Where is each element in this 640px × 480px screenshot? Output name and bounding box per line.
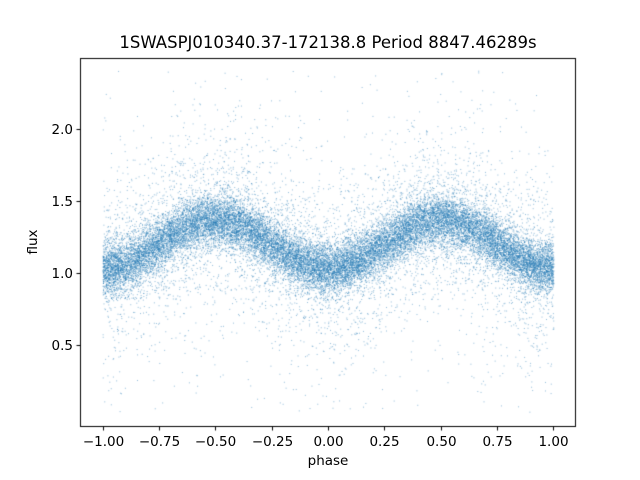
x-tick-label: −0.25 [251,434,294,450]
x-tick-label: 0.75 [482,434,513,450]
x-tick-label: −0.75 [138,434,181,450]
y-tick-label: 1.5 [51,193,73,210]
x-tick-label: −0.50 [194,434,237,450]
y-axis-label: flux [25,229,41,255]
y-tick-label: 2.0 [51,121,73,138]
y-tick-label: 1.0 [51,265,73,282]
x-tick-label: 1.00 [538,434,569,450]
x-tick-label: 0.00 [313,434,344,450]
x-tick-label: 0.50 [426,434,457,450]
y-tick-label: 0.5 [51,337,73,354]
x-tick-label: 0.25 [369,434,400,450]
x-axis-label: phase [307,453,349,469]
chart-title: 1SWASPJ010340.37-172138.8 Period 8847.46… [119,33,537,52]
x-tick-label: −1.00 [82,434,125,450]
